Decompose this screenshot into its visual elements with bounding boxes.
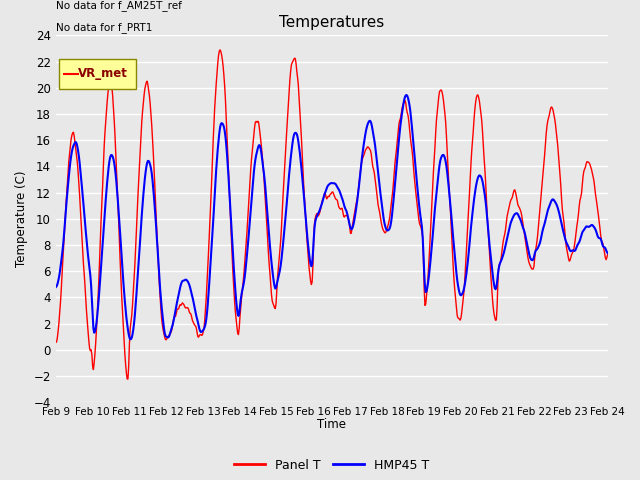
HMP45 T [205, 291, 212, 297]
Panel T [124, 376, 132, 382]
Text: No data for f_PRT1: No data for f_PRT1 [56, 22, 152, 33]
HMP45 T [417, 213, 424, 218]
HMP45 T [52, 284, 60, 290]
Line: Panel T: Panel T [56, 50, 607, 379]
Y-axis label: Temperature (C): Temperature (C) [15, 170, 28, 267]
HMP45 T [604, 250, 611, 256]
Panel T [216, 47, 224, 53]
Title: Temperatures: Temperatures [279, 15, 385, 30]
Panel T [175, 303, 183, 309]
Panel T [401, 99, 408, 105]
HMP45 T [403, 92, 410, 98]
Panel T [604, 252, 611, 257]
Panel T [119, 310, 127, 315]
FancyBboxPatch shape [58, 59, 136, 88]
X-axis label: Time: Time [317, 419, 346, 432]
Line: HMP45 T: HMP45 T [56, 95, 607, 339]
Text: VR_met: VR_met [78, 67, 127, 80]
HMP45 T [175, 288, 183, 294]
Panel T [52, 339, 60, 345]
HMP45 T [119, 268, 127, 274]
HMP45 T [62, 209, 70, 215]
HMP45 T [399, 101, 407, 107]
Panel T [62, 205, 70, 211]
HMP45 T [126, 336, 134, 342]
Text: No data for f_AM25T_ref: No data for f_AM25T_ref [56, 0, 182, 12]
Panel T [417, 223, 424, 228]
Legend: Panel T, HMP45 T: Panel T, HMP45 T [228, 454, 435, 477]
Panel T [205, 250, 212, 255]
